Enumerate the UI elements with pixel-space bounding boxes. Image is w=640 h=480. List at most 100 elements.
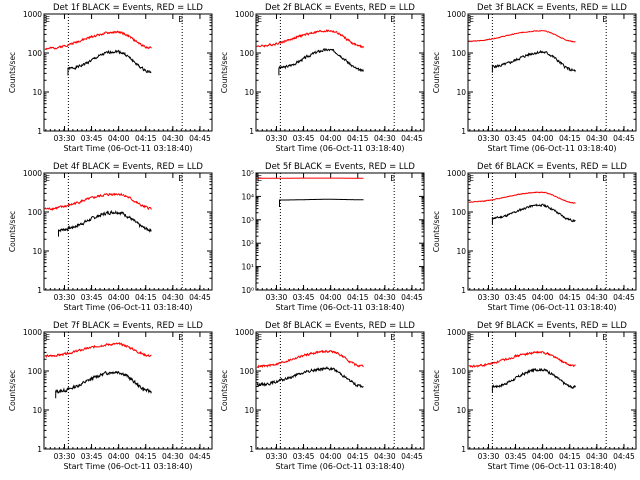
events-series-line [55,370,152,399]
x-tick-label: 03:30 [54,452,76,461]
y-tick-label: 1 [461,445,466,454]
x-tick-label: 03:45 [81,293,103,302]
x-tick-label: 04:45 [189,452,211,461]
y-tick-label: 1000 [23,328,42,337]
x-tick-label: 04:30 [374,452,396,461]
y-tick-label: 10 [32,88,42,97]
y-axis-label: Counts/sec [8,370,17,411]
x-axis-label: Start Time (06-Oct-11 03:18:40) [63,303,192,312]
x-tick-label: 04:00 [108,452,130,461]
x-tick-label: 04:00 [532,452,554,461]
panel-title: Det 3f BLACK = Events, RED = LLD [477,3,627,13]
y-tick-label: 100 [452,49,467,58]
y-tick-label: 1 [461,127,466,136]
y-tick-label: 1000 [235,328,254,337]
y-axis-label: Counts/sec [8,211,17,252]
y-tick-label: 10² [241,239,254,248]
plot-frame [255,13,425,132]
x-axis-label: Start Time (06-Oct-11 03:18:40) [487,144,616,153]
plot-frame [467,13,637,132]
x-axis-label: Start Time (06-Oct-11 03:18:40) [487,303,616,312]
x-tick-label: 04:15 [135,293,157,302]
y-tick-label: 1 [249,127,254,136]
x-tick-label: 03:30 [266,134,288,143]
y-tick-label: 10 [456,88,466,97]
x-tick-label: 04:00 [108,293,130,302]
y-tick-label: 100 [452,208,467,217]
y-tick-label: 10⁴ [241,192,254,201]
plot-frame [43,172,213,291]
y-tick-label: 1 [461,286,466,295]
y-tick-label: 1000 [23,10,42,19]
events-series-line [58,210,152,237]
x-tick-label: 04:45 [401,452,423,461]
y-tick-label: 10 [32,247,42,256]
panel-title: Det 1f BLACK = Events, RED = LLD [53,3,203,13]
corner-mark-left: E [257,333,262,342]
events-series-line [491,49,576,73]
x-tick-label: 04:00 [320,452,342,461]
y-tick-label: 1000 [447,10,466,19]
x-tick-label: 04:15 [559,452,581,461]
y-tick-label: 10⁵ [241,169,254,178]
y-axis-label: Counts/sec [432,52,441,93]
lld-series-line [468,29,576,43]
plot-frame [467,331,637,450]
corner-mark-left: E [469,174,474,183]
x-tick-label: 03:45 [505,134,527,143]
corner-mark-right: E [602,333,607,342]
x-tick-label: 03:30 [478,293,500,302]
plot-frame [43,331,213,450]
plot-frame [255,331,425,450]
corner-mark-right: E [602,174,607,183]
x-tick-label: 04:45 [613,452,635,461]
y-tick-label: 1000 [23,169,42,178]
lld-series-line [256,349,364,369]
x-tick-label: 04:15 [559,293,581,302]
x-tick-label: 04:45 [401,293,423,302]
x-tick-label: 03:30 [478,452,500,461]
x-tick-label: 04:45 [189,293,211,302]
x-tick-label: 04:30 [374,134,396,143]
events-series-line [491,367,576,393]
y-axis-label: Counts/sec [8,52,17,93]
panel-title: Det 5f BLACK = Events, RED = LLD [265,162,415,172]
corner-mark-right: E [178,333,183,342]
y-tick-label: 10⁰ [241,286,254,295]
events-series-line [278,47,364,76]
y-tick-label: 100 [240,49,255,58]
panel-title: Det 6f BLACK = Events, RED = LLD [477,162,627,172]
y-tick-label: 1 [37,445,42,454]
x-tick-label: 04:45 [189,134,211,143]
x-tick-label: 04:15 [559,134,581,143]
y-tick-label: 10 [456,247,466,256]
x-tick-label: 04:30 [586,452,608,461]
y-axis-label: Counts/sec [432,370,441,411]
x-tick-label: 04:45 [613,134,635,143]
lld-series-line [44,192,152,211]
x-tick-label: 03:30 [266,293,288,302]
y-tick-label: 10 [244,88,254,97]
y-tick-label: 1 [37,286,42,295]
y-tick-label: 1000 [235,10,254,19]
corner-mark-right: E [602,15,607,24]
plot-frame [467,172,637,291]
x-tick-label: 04:30 [586,293,608,302]
corner-mark-right: E [390,15,395,24]
y-tick-label: 10 [244,406,254,415]
x-tick-label: 04:15 [135,452,157,461]
y-tick-label: 10 [32,406,42,415]
y-tick-label: 100 [28,367,43,376]
x-tick-label: 04:30 [162,452,184,461]
lld-series-line [256,29,364,49]
corner-mark-left: E [469,333,474,342]
y-tick-label: 100 [240,367,255,376]
corner-mark-left: E [257,15,262,24]
y-tick-label: 1 [37,127,42,136]
x-tick-label: 04:00 [532,293,554,302]
